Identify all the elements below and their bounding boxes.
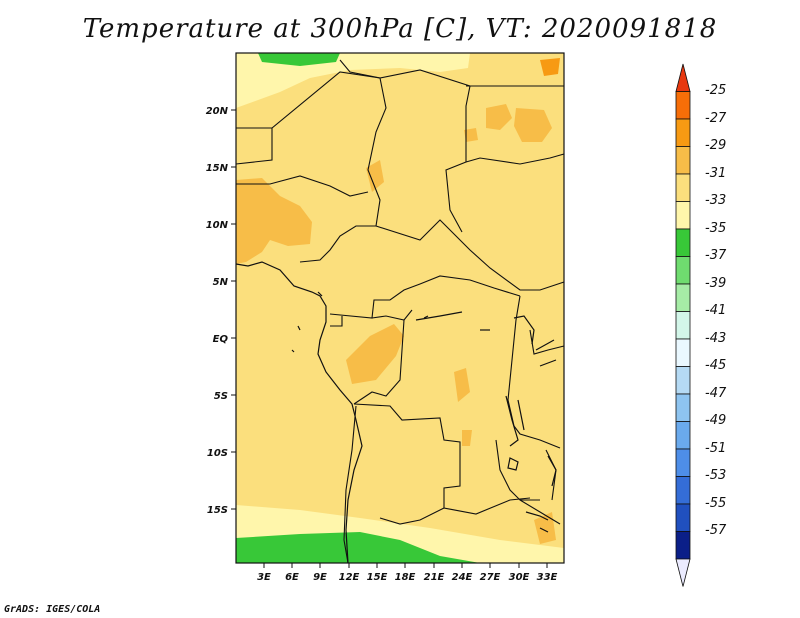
- colorbar-segment: [675, 338, 691, 367]
- colorbar-segment: [675, 531, 691, 560]
- map-frame: [235, 52, 565, 564]
- colorbar-segment: [675, 201, 691, 230]
- lat-label-10s: 10S: [207, 448, 228, 459]
- lon-axis: 3E 6E 9E 12E 15E 18E 21E 24E 27E 30E 33E: [257, 563, 558, 583]
- field-cool-top: [236, 53, 470, 108]
- field-warm-north-east-4: [540, 58, 560, 76]
- colorbar-label: -55: [705, 496, 726, 511]
- lat-label-5s: 5S: [214, 391, 228, 402]
- colorbar-segment: [675, 366, 691, 395]
- lat-axis: 20N 15N 10N 5N EQ 5S 10S 15S: [206, 106, 236, 516]
- field-base: [236, 53, 564, 563]
- map-title: Temperature at 300hPa [C], VT: 202009181…: [82, 14, 718, 44]
- field-warm-chad: [366, 160, 384, 192]
- lon-label-33e: 33E: [537, 572, 558, 583]
- colorbar-label: -45: [705, 358, 726, 373]
- field-warm-north-east-1: [486, 104, 512, 130]
- colorbar-segment: [675, 558, 691, 587]
- field-warm-west: [236, 178, 312, 264]
- colorbar-label: -37: [705, 248, 727, 263]
- colorbar-label: -31: [705, 166, 726, 181]
- map-panel: [235, 52, 565, 564]
- colorbar: -25 -27 -29 -31 -33 -35 -37 -39 -41 -43 …: [675, 63, 727, 587]
- colorbar-segments: [675, 63, 691, 587]
- field-warm-congo: [346, 324, 404, 384]
- colorbar-segment: [675, 448, 691, 477]
- lon-label-24e: 24E: [452, 572, 473, 583]
- field-green-top: [258, 53, 340, 66]
- field-warm-east-1: [454, 368, 470, 402]
- lon-label-27e: 27E: [480, 572, 501, 583]
- coastline: [235, 261, 557, 564]
- colorbar-label: -53: [705, 468, 726, 483]
- colorbar-label: -47: [705, 386, 727, 401]
- colorbar-segment: [675, 173, 691, 202]
- field-warm-north-east-2: [514, 108, 552, 142]
- colorbar-label: -25: [705, 83, 726, 98]
- lon-label-9e: 9E: [313, 572, 327, 583]
- lon-label-3e: 3E: [257, 572, 271, 583]
- colorbar-segment: [675, 283, 691, 312]
- lon-label-21e: 21E: [424, 572, 445, 583]
- field-warm-east-2: [462, 430, 472, 446]
- lon-label-30e: 30E: [509, 572, 530, 583]
- colorbar-label: -35: [705, 221, 726, 236]
- colorbar-segment: [675, 146, 691, 175]
- lat-label-5n: 5N: [213, 277, 229, 288]
- colorbar-labels: -25 -27 -29 -31 -33 -35 -37 -39 -41 -43 …: [705, 83, 727, 538]
- colorbar-segment: [675, 256, 691, 285]
- colorbar-segment: [675, 63, 691, 92]
- lat-label-15n: 15N: [206, 163, 229, 174]
- colorbar-label: -39: [705, 276, 726, 291]
- colorbar-label: -57: [705, 523, 727, 538]
- lat-label-15s: 15S: [207, 505, 228, 516]
- field-warm-south-east: [534, 512, 556, 544]
- colorbar-label: -27: [705, 111, 727, 126]
- colorbar-segment: [675, 503, 691, 532]
- colorbar-segment: [675, 311, 691, 340]
- colorbar-label: -51: [705, 441, 726, 456]
- lon-label-18e: 18E: [395, 572, 416, 583]
- lon-label-6e: 6E: [285, 572, 299, 583]
- colorbar-label: -33: [705, 193, 726, 208]
- colorbar-segment: [675, 228, 691, 257]
- lon-label-15e: 15E: [367, 572, 388, 583]
- colorbar-label: -43: [705, 331, 726, 346]
- colorbar-segment: [675, 421, 691, 450]
- field-green-bottom: [236, 532, 480, 563]
- colorbar-segment: [675, 476, 691, 505]
- colorbar-label: -29: [705, 138, 726, 153]
- lat-label-20n: 20N: [206, 106, 229, 117]
- colorbar-label: -41: [705, 303, 726, 318]
- colorbar-label: -49: [705, 413, 726, 428]
- colorbar-segment: [675, 91, 691, 120]
- colorbar-segment: [675, 118, 691, 147]
- lon-label-12e: 12E: [339, 572, 360, 583]
- lat-label-eq: EQ: [213, 334, 229, 345]
- grads-credit: GrADS: IGES/COLA: [4, 604, 101, 615]
- colorbar-segment: [675, 393, 691, 422]
- field-warm-north-east-3: [464, 128, 478, 142]
- lat-label-10n: 10N: [206, 220, 229, 231]
